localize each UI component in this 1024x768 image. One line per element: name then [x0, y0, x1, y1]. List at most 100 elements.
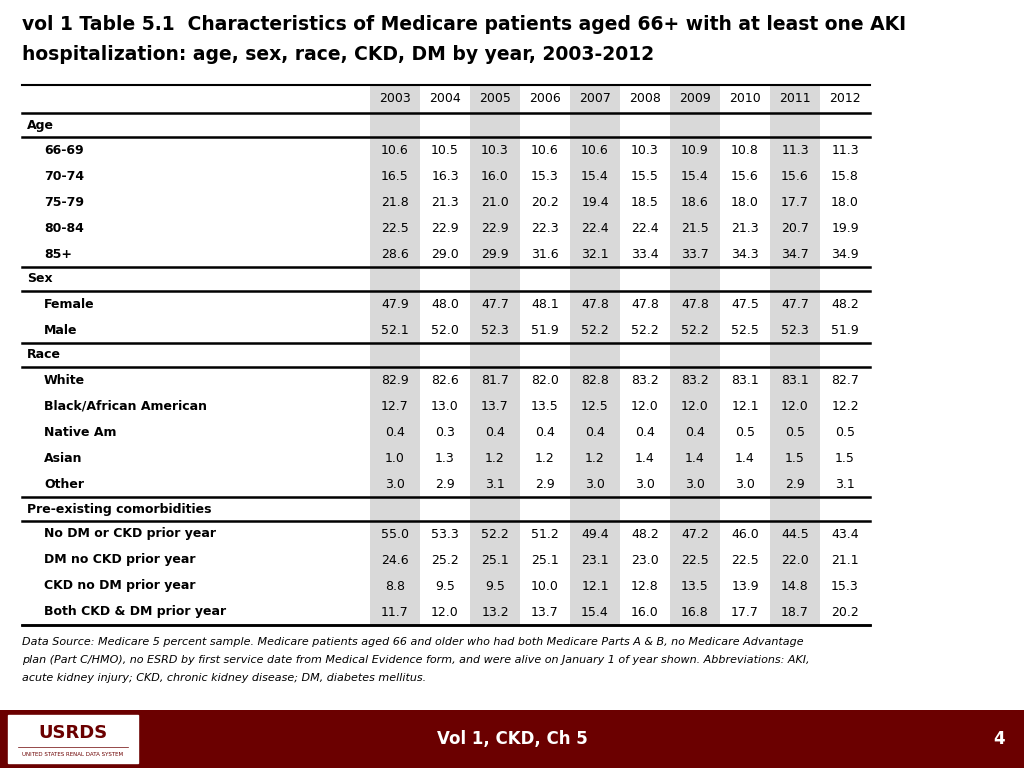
- Text: 19.9: 19.9: [831, 221, 859, 234]
- Text: 20.2: 20.2: [831, 605, 859, 618]
- Text: 1.2: 1.2: [585, 452, 605, 465]
- Text: 82.0: 82.0: [531, 373, 559, 386]
- Text: 15.4: 15.4: [582, 605, 609, 618]
- Text: 2011: 2011: [779, 92, 811, 105]
- Text: 15.8: 15.8: [831, 170, 859, 183]
- Text: 2012: 2012: [829, 92, 861, 105]
- Text: 8.8: 8.8: [385, 580, 406, 592]
- Text: 0.4: 0.4: [635, 425, 655, 439]
- Text: 82.6: 82.6: [431, 373, 459, 386]
- Text: 2009: 2009: [679, 92, 711, 105]
- Text: 80-84: 80-84: [44, 221, 84, 234]
- Text: 52.1: 52.1: [381, 323, 409, 336]
- Text: 10.0: 10.0: [531, 580, 559, 592]
- Text: 1.5: 1.5: [785, 452, 805, 465]
- Text: 1.2: 1.2: [485, 452, 505, 465]
- Text: 1.4: 1.4: [685, 452, 705, 465]
- Text: 43.4: 43.4: [831, 528, 859, 541]
- Text: 22.5: 22.5: [681, 554, 709, 567]
- Text: 48.0: 48.0: [431, 297, 459, 310]
- Text: 16.5: 16.5: [381, 170, 409, 183]
- Text: 14.8: 14.8: [781, 580, 809, 592]
- Text: 22.5: 22.5: [381, 221, 409, 234]
- Text: 52.3: 52.3: [781, 323, 809, 336]
- Text: 44.5: 44.5: [781, 528, 809, 541]
- Text: 15.6: 15.6: [781, 170, 809, 183]
- Text: 29.0: 29.0: [431, 247, 459, 260]
- Text: 49.4: 49.4: [582, 528, 609, 541]
- Text: 10.3: 10.3: [631, 144, 658, 157]
- Text: 15.4: 15.4: [681, 170, 709, 183]
- Text: 24.6: 24.6: [381, 554, 409, 567]
- Text: 47.8: 47.8: [681, 297, 709, 310]
- Text: 18.0: 18.0: [831, 196, 859, 208]
- Text: 1.4: 1.4: [635, 452, 655, 465]
- Text: 52.2: 52.2: [582, 323, 609, 336]
- Text: acute kidney injury; CKD, chronic kidney disease; DM, diabetes mellitus.: acute kidney injury; CKD, chronic kidney…: [22, 673, 426, 683]
- Text: 2.9: 2.9: [435, 478, 455, 491]
- Text: 1.0: 1.0: [385, 452, 404, 465]
- Text: 28.6: 28.6: [381, 247, 409, 260]
- Text: 2003: 2003: [379, 92, 411, 105]
- Text: 33.4: 33.4: [631, 247, 658, 260]
- Text: DM no CKD prior year: DM no CKD prior year: [44, 554, 196, 567]
- Text: 83.1: 83.1: [781, 373, 809, 386]
- Text: 34.7: 34.7: [781, 247, 809, 260]
- Text: 1.2: 1.2: [536, 452, 555, 465]
- Text: 1.3: 1.3: [435, 452, 455, 465]
- Text: 20.7: 20.7: [781, 221, 809, 234]
- Text: 1.4: 1.4: [735, 452, 755, 465]
- Text: 3.0: 3.0: [735, 478, 755, 491]
- Text: 21.5: 21.5: [681, 221, 709, 234]
- Text: Data Source: Medicare 5 percent sample. Medicare patients aged 66 and older who : Data Source: Medicare 5 percent sample. …: [22, 637, 804, 647]
- Text: Male: Male: [44, 323, 78, 336]
- Text: 47.5: 47.5: [731, 297, 759, 310]
- Text: 52.2: 52.2: [631, 323, 658, 336]
- Text: 1.5: 1.5: [835, 452, 855, 465]
- Text: 83.2: 83.2: [631, 373, 658, 386]
- Text: Sex: Sex: [27, 273, 52, 286]
- Text: 11.3: 11.3: [831, 144, 859, 157]
- Text: 12.0: 12.0: [681, 399, 709, 412]
- Text: 48.2: 48.2: [831, 297, 859, 310]
- Text: 52.0: 52.0: [431, 323, 459, 336]
- Bar: [370, 85, 420, 625]
- Text: 12.1: 12.1: [731, 399, 759, 412]
- Text: 31.6: 31.6: [531, 247, 559, 260]
- Text: Female: Female: [44, 297, 94, 310]
- Text: 25.2: 25.2: [431, 554, 459, 567]
- Text: vol 1 Table 5.1  Characteristics of Medicare patients aged 66+ with at least one: vol 1 Table 5.1 Characteristics of Medic…: [22, 15, 906, 34]
- Text: 0.4: 0.4: [536, 425, 555, 439]
- Bar: [570, 85, 620, 625]
- Text: 3.1: 3.1: [836, 478, 855, 491]
- Text: 66-69: 66-69: [44, 144, 84, 157]
- Text: 13.2: 13.2: [481, 605, 509, 618]
- Text: 22.9: 22.9: [431, 221, 459, 234]
- Text: 21.3: 21.3: [731, 221, 759, 234]
- Text: 25.1: 25.1: [481, 554, 509, 567]
- Text: 47.7: 47.7: [781, 297, 809, 310]
- Text: White: White: [44, 373, 85, 386]
- Text: 15.5: 15.5: [631, 170, 658, 183]
- Text: UNITED STATES RENAL DATA SYSTEM: UNITED STATES RENAL DATA SYSTEM: [23, 752, 124, 756]
- Text: 34.9: 34.9: [831, 247, 859, 260]
- Text: 16.0: 16.0: [631, 605, 658, 618]
- Text: 2008: 2008: [629, 92, 660, 105]
- Text: 48.1: 48.1: [531, 297, 559, 310]
- Text: 47.7: 47.7: [481, 297, 509, 310]
- Text: 10.6: 10.6: [582, 144, 609, 157]
- Text: 15.6: 15.6: [731, 170, 759, 183]
- Text: 22.0: 22.0: [781, 554, 809, 567]
- Text: Pre-existing comorbidities: Pre-existing comorbidities: [27, 502, 212, 515]
- Text: Asian: Asian: [44, 452, 83, 465]
- Text: 46.0: 46.0: [731, 528, 759, 541]
- Text: 11.3: 11.3: [781, 144, 809, 157]
- Text: 75-79: 75-79: [44, 196, 84, 208]
- Text: 52.5: 52.5: [731, 323, 759, 336]
- Text: 0.4: 0.4: [685, 425, 705, 439]
- Text: 17.7: 17.7: [731, 605, 759, 618]
- Text: 82.7: 82.7: [831, 373, 859, 386]
- Text: 12.0: 12.0: [631, 399, 658, 412]
- Text: 34.3: 34.3: [731, 247, 759, 260]
- Text: 2006: 2006: [529, 92, 561, 105]
